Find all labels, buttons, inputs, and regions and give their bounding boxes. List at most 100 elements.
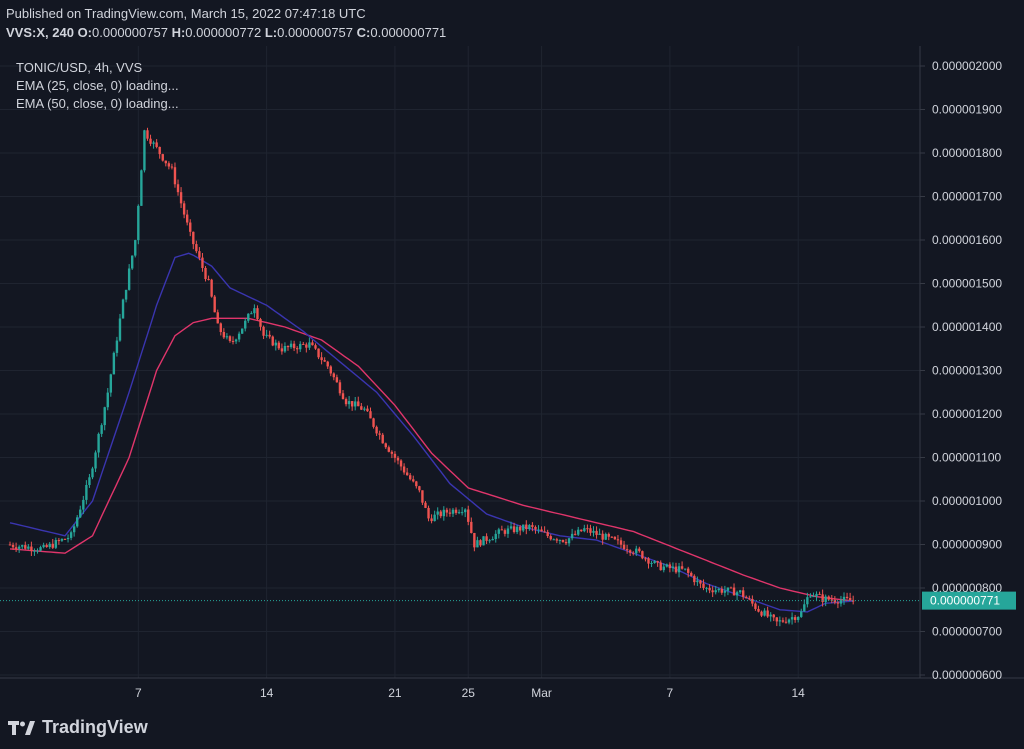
low-value: 0.000000757 <box>277 25 354 40</box>
candles <box>8 127 855 627</box>
legend-title: TONIC/USD, 4h, VVS <box>16 60 143 75</box>
candle-body <box>518 526 522 531</box>
candle-body <box>100 425 103 434</box>
candle-body <box>369 411 372 419</box>
candle-body <box>619 540 623 545</box>
candle-body <box>754 603 757 609</box>
candle-body <box>745 596 748 599</box>
candle-body <box>622 544 626 550</box>
candle-body <box>11 544 15 548</box>
candle-body <box>213 296 216 313</box>
y-tick-label: 0.000001600 <box>932 233 1002 247</box>
candle-body <box>815 593 818 597</box>
y-tick-label: 0.000001700 <box>932 190 1002 204</box>
candle-body <box>103 407 106 426</box>
open-label: O: <box>77 25 93 40</box>
candle-body <box>192 231 195 245</box>
candle-body <box>638 548 641 552</box>
candle-body <box>317 348 320 358</box>
candle-body <box>384 443 387 448</box>
candle-body <box>641 551 644 559</box>
candle-body <box>543 531 546 533</box>
candle-body <box>827 596 830 600</box>
price-chart[interactable]: 0.000000771 0.000000600 0.000000700 0.0000… <box>0 46 1024 705</box>
candle-body <box>268 334 271 337</box>
grid <box>0 46 920 678</box>
candle-body <box>247 313 250 321</box>
candle-body <box>787 619 791 623</box>
ema25-line <box>9 252 854 613</box>
candle-body <box>451 509 455 514</box>
x-tick-label: 14 <box>792 686 806 700</box>
tradingview-brand: TradingView <box>42 717 148 737</box>
candle-body <box>173 167 177 185</box>
candle-body <box>549 536 552 540</box>
candle-body <box>182 203 186 215</box>
time-axis[interactable]: 7 14 21 25 Mar 7 14 <box>135 686 805 700</box>
candle-body <box>415 481 418 487</box>
candle-body <box>137 205 140 241</box>
candle-body <box>491 538 494 541</box>
candle-body <box>14 547 18 549</box>
candle-body <box>164 160 168 164</box>
candle-body <box>702 583 705 588</box>
candle-body <box>803 604 806 612</box>
candle-body <box>57 540 61 542</box>
candle-body <box>439 511 442 517</box>
candle-body <box>366 408 369 412</box>
candle-body <box>131 255 134 269</box>
candle-body <box>781 620 785 622</box>
candle-body <box>259 319 262 327</box>
candle-body <box>63 538 67 540</box>
candle-body <box>500 529 504 531</box>
candle-body <box>412 479 415 482</box>
x-tick-label: 7 <box>135 686 142 700</box>
candle-body <box>48 543 51 548</box>
candle-body <box>552 539 555 541</box>
tradingview-logo: TradingView <box>8 717 148 738</box>
candle-body <box>604 533 607 540</box>
candle-body <box>457 512 461 514</box>
candle-body <box>344 399 348 405</box>
candle-body <box>845 596 849 599</box>
candle-body <box>76 517 79 527</box>
candle-body <box>705 587 708 589</box>
candle-body <box>732 587 736 596</box>
candle-body <box>482 536 485 546</box>
x-tick-label: 14 <box>260 686 274 700</box>
candle-body <box>570 533 574 539</box>
y-tick-label: 0.000001900 <box>932 103 1002 117</box>
candle-body <box>237 333 241 340</box>
y-tick-label: 0.000000800 <box>932 581 1002 595</box>
candle-body <box>45 545 48 548</box>
candle-body <box>341 393 345 400</box>
candle-body <box>204 267 207 280</box>
candle-body <box>839 600 843 604</box>
candle-body <box>54 540 58 548</box>
y-tick-label: 0.000001800 <box>932 146 1002 160</box>
candle-body <box>766 610 769 617</box>
candle-body <box>424 502 427 508</box>
candle-body <box>418 486 421 491</box>
candle-body <box>378 433 381 435</box>
price-axis[interactable]: 0.0000006000.0000007000.0000008000.00000… <box>920 59 1002 682</box>
y-tick-label: 0.000001100 <box>932 451 1002 465</box>
candle-body <box>812 596 815 598</box>
candle-body <box>577 529 580 535</box>
candle-body <box>824 596 827 602</box>
candle-body <box>748 598 751 600</box>
candle-body <box>320 357 323 361</box>
y-tick-label: 0.000001200 <box>932 407 1002 421</box>
candle-body <box>198 251 201 258</box>
candle-body <box>677 566 681 573</box>
candle-body <box>335 377 339 383</box>
ema50-line <box>9 317 854 602</box>
candle-body <box>210 279 213 297</box>
candle-body <box>27 546 30 549</box>
candle-body <box>308 342 311 348</box>
candle-body <box>69 532 73 538</box>
candle-body <box>656 561 659 563</box>
candle-body <box>350 401 354 407</box>
candle-body <box>610 536 614 538</box>
high-value: 0.000000772 <box>185 25 262 40</box>
